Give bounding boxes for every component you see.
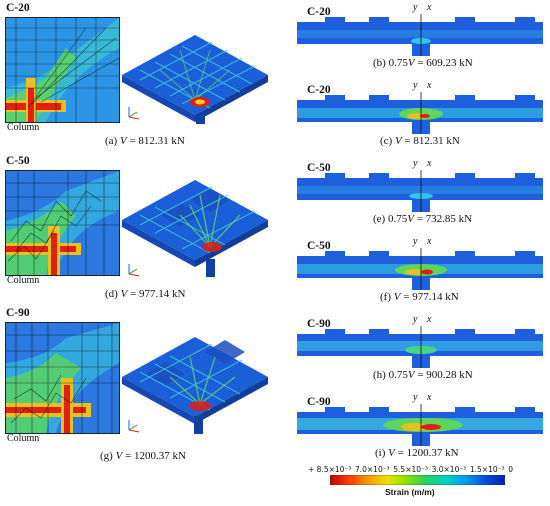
panel-d-axis-triad-icon	[128, 264, 140, 277]
panel-a-strain-contour	[5, 17, 120, 123]
panel-g-axis-triad-icon	[128, 420, 140, 433]
section-h-caption: (h) 0.75V = 900.28 kN	[373, 369, 473, 381]
section-i-specimen-label: C-90	[307, 396, 331, 408]
legend-title: Strain (m/m)	[385, 487, 435, 497]
legend-tick: 5.5×10⁻³	[393, 465, 429, 474]
section-i-caption: (i) V = 1200.37 kN	[375, 447, 459, 459]
caption-prefix: (i)	[375, 447, 386, 459]
caption-variable: V	[407, 213, 414, 225]
caption-variable: V	[407, 369, 415, 381]
section-i-strain-strip	[297, 404, 543, 446]
caption-value: = 812.31 kN	[129, 135, 185, 147]
legend-tick-labels: + 8.5×10⁻³ 7.0×10⁻³ 5.5×10⁻³ 3.0×10⁻³ 1.…	[308, 465, 513, 474]
caption-variable: V	[394, 135, 402, 147]
section-f-x-axis-label: x	[427, 236, 432, 247]
section-b-specimen-label: C-20	[307, 6, 331, 18]
section-e-x-axis-label: x	[427, 158, 432, 169]
caption-value: = 977.14 kN	[403, 291, 459, 303]
panel-a-slab-graphic	[122, 35, 268, 124]
section-f-strain-strip	[297, 248, 543, 290]
panel-a-3d-slab	[120, 30, 270, 125]
caption-prefix: (a)	[105, 135, 118, 147]
caption-value: = 609.23 kN	[417, 57, 473, 69]
caption-prefix: (f)	[380, 291, 391, 303]
panel-a-specimen-label: C-20	[6, 2, 30, 14]
caption-prefix: (e) 0.75	[373, 213, 408, 225]
section-h-y-axis-label: y	[413, 314, 418, 325]
legend-color-bar	[330, 475, 505, 485]
section-b-caption: (b) 0.75V = 609.23 kN	[373, 57, 473, 69]
legend-tick: 7.0×10⁻³	[354, 465, 390, 474]
caption-prefix: (g)	[100, 450, 113, 462]
panel-g-3d-slab	[120, 332, 270, 437]
panel-g-column-label: Column	[7, 433, 40, 444]
section-c-y-axis-label: y	[413, 80, 418, 91]
section-e-specimen-label: C-50	[307, 162, 331, 174]
section-c-x-axis-label: x	[427, 80, 432, 91]
section-f-caption: (f) V = 977.14 kN	[380, 291, 459, 303]
caption-variable: V	[115, 450, 123, 462]
caption-value: = 1200.37 kN	[397, 447, 459, 459]
caption-value: = 977.14 kN	[130, 288, 186, 300]
section-f-specimen-label: C-50	[307, 240, 331, 252]
section-e-caption: (e) 0.75V = 732.85 kN	[373, 213, 472, 225]
caption-variable: V	[388, 447, 395, 459]
caption-variable: V	[407, 57, 415, 69]
section-e-y-axis-label: y	[413, 158, 418, 169]
legend-tick: 0	[508, 465, 513, 474]
section-h-specimen-label: C-90	[307, 318, 331, 330]
panel-d-specimen-label: C-50	[6, 155, 30, 167]
section-b-strain-strip	[297, 14, 543, 56]
section-c-specimen-label: C-20	[307, 84, 331, 96]
panel-d-caption: (d) V = 977.14 kN	[105, 288, 185, 300]
caption-variable: V	[120, 288, 128, 300]
panel-g-caption: (g) V = 1200.37 kN	[100, 450, 186, 462]
caption-value: = 732.85 kN	[416, 213, 473, 225]
panel-a-column-label: Column	[7, 122, 40, 133]
panel-d-column-label: Column	[7, 275, 40, 286]
panel-g-strain-contour	[5, 322, 120, 434]
section-c-caption: (c) V = 812.31 kN	[380, 135, 460, 147]
caption-prefix: (c)	[380, 135, 393, 147]
section-b-x-axis-label: x	[427, 2, 432, 13]
caption-prefix: (b) 0.75	[373, 57, 408, 69]
caption-prefix: (d)	[105, 288, 118, 300]
panel-g-specimen-label: C-90	[6, 307, 30, 319]
section-c-strain-strip	[297, 92, 543, 134]
panel-g-contour-graphic	[6, 323, 119, 433]
legend-tick: 1.5×10⁻³	[469, 465, 505, 474]
legend-tick: 3.0×10⁻³	[431, 465, 467, 474]
panel-a-caption: (a) V = 812.31 kN	[105, 135, 185, 147]
section-e-strain-strip	[297, 170, 543, 212]
panel-a-axis-triad-icon	[128, 107, 140, 120]
section-i-y-axis-label: y	[413, 392, 418, 403]
panel-d-strain-contour	[5, 170, 120, 276]
caption-prefix: (h) 0.75	[373, 369, 408, 381]
panel-a-contour-graphic	[6, 18, 119, 122]
panel-d-slab-graphic	[122, 180, 268, 277]
caption-value: = 900.28 kN	[417, 369, 473, 381]
panel-d-contour-graphic	[6, 171, 119, 275]
legend-tick: + 8.5×10⁻³	[308, 465, 352, 474]
section-h-strain-strip	[297, 326, 543, 368]
caption-value: = 812.31 kN	[404, 135, 460, 147]
caption-variable: V	[119, 135, 127, 147]
caption-value: = 1200.37 kN	[125, 450, 186, 462]
panel-d-3d-slab	[120, 175, 270, 280]
caption-variable: V	[393, 291, 401, 303]
section-b-y-axis-label: y	[413, 2, 418, 13]
panel-g-slab-graphic	[122, 337, 268, 434]
section-h-x-axis-label: x	[427, 314, 432, 325]
section-i-x-axis-label: x	[427, 392, 432, 403]
section-f-y-axis-label: y	[413, 236, 418, 247]
